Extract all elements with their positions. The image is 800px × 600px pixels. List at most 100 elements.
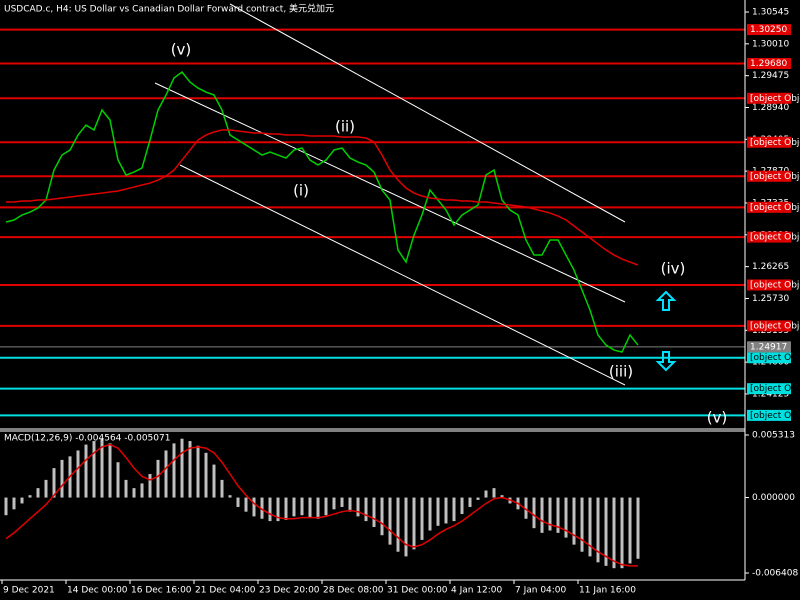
histogram-bar: [92, 441, 96, 498]
histogram-bar: [500, 495, 504, 498]
histogram-bar: [540, 497, 544, 533]
histogram-bar: [60, 459, 64, 498]
wave-label: (i): [293, 182, 309, 200]
histogram-bar: [612, 497, 616, 569]
down-arrow: [655, 351, 677, 372]
level-label: [object Object]: [750, 203, 800, 213]
histogram-bar: [564, 497, 568, 538]
histogram-bar: [28, 495, 32, 498]
histogram-bar: [316, 497, 320, 519]
level-label-box: [747, 320, 791, 332]
chart-title: USDCAD.c, H4: US Dollar vs Canadian Doll…: [4, 3, 334, 15]
histogram-bar: [348, 497, 352, 512]
histogram-bar: [332, 497, 336, 510]
histogram-bar: [300, 497, 304, 516]
histogram-bar: [524, 497, 528, 519]
x-tick-label: 9 Dec 2021: [3, 586, 55, 596]
y-tick-label: 0.005313: [752, 431, 795, 441]
level-label: [object Object]: [750, 321, 800, 331]
level-label-box: [747, 170, 791, 182]
histogram-bar: [284, 497, 288, 520]
level-label: 1.29680: [750, 59, 787, 69]
histogram-bar: [476, 497, 480, 500]
histogram-bar: [172, 443, 176, 498]
histogram-bar: [572, 497, 576, 545]
histogram-bar: [388, 497, 392, 545]
histogram-bar: [292, 497, 296, 517]
x-tick-label: 16 Dec 16:00: [131, 586, 192, 596]
x-tick-label: 4 Jan 12:00: [451, 586, 503, 596]
level-label: [object Object]: [750, 411, 800, 421]
channel: [154, 3, 626, 386]
y-tick-label: 1.28940: [752, 103, 789, 113]
x-tick-label: 31 Dec 00:00: [387, 586, 448, 596]
histogram-bar: [492, 488, 496, 498]
histogram-bar: [52, 468, 56, 498]
level-label: [object Object]: [750, 94, 800, 104]
channel-line: [154, 82, 626, 303]
histogram-bar: [548, 497, 552, 531]
wave-label: (ii): [335, 118, 355, 136]
wave-label: (iv): [661, 260, 686, 278]
histogram-bar: [580, 497, 584, 552]
histogram-bar: [452, 497, 456, 522]
histogram-bar: [468, 497, 472, 507]
y-tick-label: 1.24125: [752, 389, 789, 399]
channel-line: [179, 164, 626, 386]
level-label: [object Object]: [750, 138, 800, 148]
histogram-bar: [212, 464, 216, 498]
level-label: [object Object]: [750, 233, 800, 243]
histogram-bar: [460, 497, 464, 515]
y-tick-label: 1.30545: [752, 8, 789, 18]
y-tick-label: -0.006408: [752, 568, 798, 578]
level-label-box: [747, 201, 791, 213]
histogram-bar: [188, 441, 192, 498]
histogram-bar: [100, 438, 104, 498]
level-label: [object Object]: [750, 280, 800, 290]
histogram-bar: [20, 497, 24, 504]
histogram-bar: [596, 497, 600, 563]
histogram-bar: [420, 497, 424, 540]
histogram-bar: [36, 488, 40, 498]
y-tick-label: 1.30010: [752, 39, 789, 49]
up-arrow: [655, 290, 677, 311]
level-label: 1.30250: [750, 25, 787, 35]
histogram-bar: [220, 479, 224, 498]
histogram-bar: [380, 497, 384, 536]
level-label-box: [747, 57, 791, 69]
last-price-box: [747, 341, 791, 353]
histogram-bar: [124, 479, 128, 498]
levels: [0, 28, 745, 417]
macd-title: MACD(12,26,9) -0.004564 -0.005071: [4, 434, 170, 444]
axis: 1.305451.300101.294751.289401.284051.278…: [1, 8, 800, 596]
y-tick-label: 1.25730: [752, 294, 789, 304]
x-tick-label: 23 Dec 20:00: [259, 586, 320, 596]
histogram-bar: [228, 495, 232, 498]
level-label-box: [747, 24, 791, 36]
histogram-bar: [76, 450, 80, 498]
histogram-bar: [636, 497, 640, 559]
histogram-bar: [204, 452, 208, 498]
level-label-box: [747, 231, 791, 243]
level-label-box: [747, 383, 791, 395]
signal-line: [5, 443, 638, 567]
histogram-bar: [116, 462, 120, 498]
histogram-bar: [372, 497, 376, 527]
channel-line: [229, 3, 626, 223]
level-label-box: [747, 92, 791, 104]
histogram-bar: [276, 497, 280, 522]
wave-label: (iii): [609, 363, 633, 381]
level-label-box: [747, 409, 791, 421]
histogram-bar: [148, 474, 152, 498]
histogram-bar: [604, 497, 608, 566]
wave-label: (v): [171, 41, 192, 59]
histogram-bar: [412, 497, 416, 550]
histogram-bar: [428, 497, 432, 531]
histogram-bar: [236, 497, 240, 507]
histogram-bar: [44, 479, 48, 498]
histogram-bar: [324, 497, 328, 516]
histogram-bar: [164, 450, 168, 498]
histogram-bar: [364, 497, 368, 522]
